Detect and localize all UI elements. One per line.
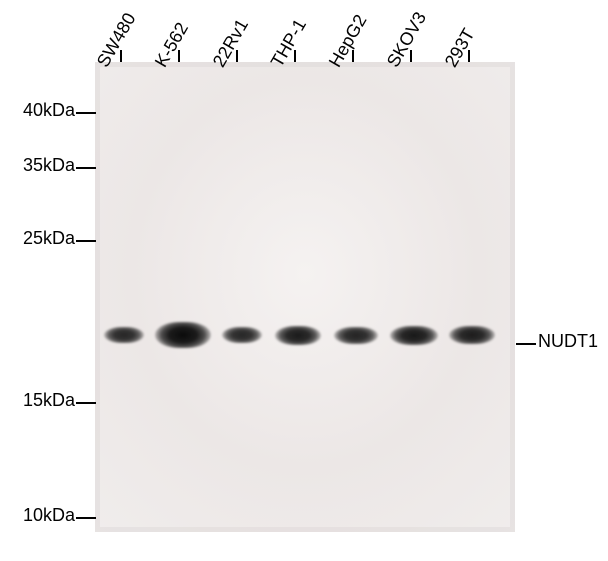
mw-tick (76, 167, 96, 169)
band-lane-1 (104, 327, 144, 343)
lane-tick (352, 50, 354, 62)
band-lane-2 (155, 322, 211, 348)
lane-tick (468, 50, 470, 62)
target-label: NUDT1 (538, 331, 598, 352)
mw-tick (76, 517, 96, 519)
blot-membrane (95, 62, 515, 532)
lane-tick (178, 50, 180, 62)
target-tick (516, 343, 536, 345)
mw-tick (76, 402, 96, 404)
mw-label: 10kDa (0, 505, 75, 526)
lane-tick (120, 50, 122, 62)
mw-tick (76, 112, 96, 114)
mw-label: 35kDa (0, 155, 75, 176)
lane-tick (410, 50, 412, 62)
mw-label: 40kDa (0, 100, 75, 121)
band-lane-5 (334, 327, 378, 344)
band-lane-3 (222, 327, 262, 343)
lane-tick (236, 50, 238, 62)
band-lane-4 (275, 326, 321, 345)
lane-tick (294, 50, 296, 62)
mw-tick (76, 240, 96, 242)
band-lane-6 (390, 326, 438, 345)
mw-label: 15kDa (0, 390, 75, 411)
band-lane-7 (449, 326, 495, 344)
mw-label: 25kDa (0, 228, 75, 249)
